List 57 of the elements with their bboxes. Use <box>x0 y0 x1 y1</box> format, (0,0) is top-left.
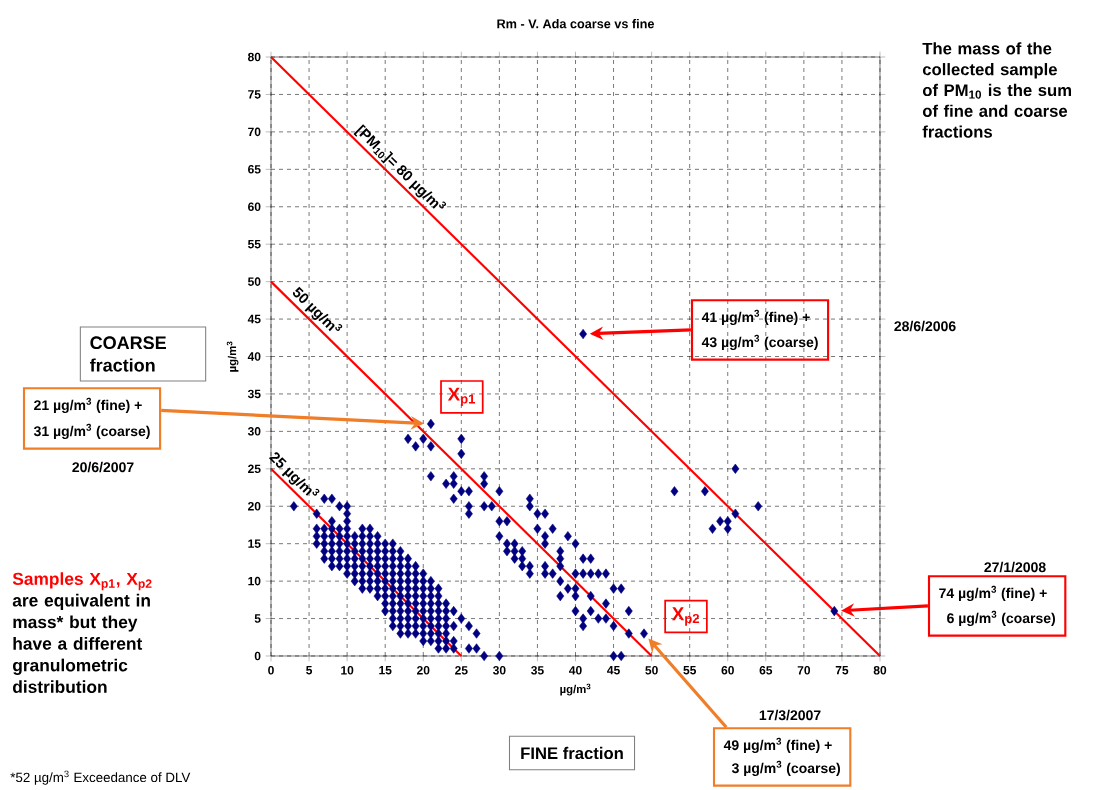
text: 31 µg/m$^{3}$ (coarse) <box>33 423 150 439</box>
text: 49 µg/m$^{3}$ (fine) + <box>723 737 832 753</box>
x-tick-label: 55 <box>683 666 697 675</box>
annotation: 43 µg/m$^{3}$ (coarse) <box>701 334 818 350</box>
y-tick-label: 5 <box>254 614 261 623</box>
text: 6 µg/m$^{3}$ (coarse) <box>947 610 1055 626</box>
annotation: 41 µg/m$^{3}$ (fine) + <box>701 309 810 325</box>
y-tick-label: 75 <box>248 90 261 99</box>
text: 28/6/2006 <box>894 320 956 332</box>
y-tick-label: 55 <box>247 240 261 249</box>
y-tick-label: 60 <box>248 202 261 212</box>
x-tick-label: 25 <box>455 666 468 675</box>
text: 27/1/2008 <box>984 561 1046 573</box>
x-tick-label: 35 <box>531 666 544 675</box>
x-tick-label: 5 <box>306 666 313 675</box>
text: COARSE fraction <box>89 336 166 372</box>
y-tick-label: 35 <box>247 389 261 399</box>
x-tick-label: 50 <box>645 666 658 675</box>
x-tick-label: 70 <box>797 666 811 675</box>
x-tick-label: 45 <box>607 666 620 675</box>
y-tick-label: 10 <box>248 576 261 586</box>
x-tick-label: 75 <box>835 666 849 675</box>
x-tick-label: 20 <box>416 666 430 675</box>
y-axis-title: µg/m$^{3}$ <box>226 341 239 372</box>
text: Samples X$_{p1}$, X$_{p2}$ <box>12 572 152 591</box>
annotation: X$_{p2}$ <box>671 607 700 626</box>
y-tick-label: 0 <box>254 651 261 661</box>
text: 20/6/2007 <box>72 461 134 473</box>
x-axis-title: µg/m$^{3}$ <box>560 683 591 696</box>
x-tick-label: 30 <box>492 666 506 675</box>
text: 17/3/2007 <box>759 709 821 721</box>
chart-title: Rm - V. Ada coarse vs fine <box>497 18 655 29</box>
x-tick-label: 40 <box>569 666 582 675</box>
y-tick-label: 40 <box>247 352 261 361</box>
text: FINE fraction <box>521 746 623 760</box>
text: The mass of the collected sample of PM$_{10}$ is the sum of fine and coarse fractions <box>922 42 1071 138</box>
annotation: X$_{p1}$ <box>447 387 476 407</box>
x-tick-label: 10 <box>341 666 354 675</box>
x-tick-label: 80 <box>873 666 887 675</box>
x-tick-label: 0 <box>268 666 274 675</box>
y-tick-label: 20 <box>248 502 261 511</box>
x-tick-label: 60 <box>721 666 734 675</box>
x-tick-label: 15 <box>379 666 392 675</box>
text: 3 µg/m$^{3}$ (coarse) <box>731 760 840 776</box>
y-tick-label: 30 <box>247 427 261 436</box>
y-tick-label: 50 <box>247 277 261 286</box>
y-tick-label: 15 <box>248 539 261 548</box>
y-tick-label: 45 <box>247 314 261 324</box>
y-tick-label: 65 <box>248 165 261 174</box>
text: *52 µg/m$^{3}$ Exceedance of DLV <box>10 770 191 785</box>
text: 74 µg/m$^{3}$ (fine) + <box>939 585 1047 601</box>
text: are equivalent in mass* but they have a different granulometric distribution <box>12 593 150 693</box>
y-tick-label: 80 <box>247 52 261 62</box>
text: 21 µg/m$^{3}$ (fine) + <box>34 397 142 413</box>
y-tick-label: 70 <box>248 127 261 137</box>
x-tick-label: 65 <box>759 666 773 675</box>
y-tick-label: 25 <box>248 464 261 474</box>
